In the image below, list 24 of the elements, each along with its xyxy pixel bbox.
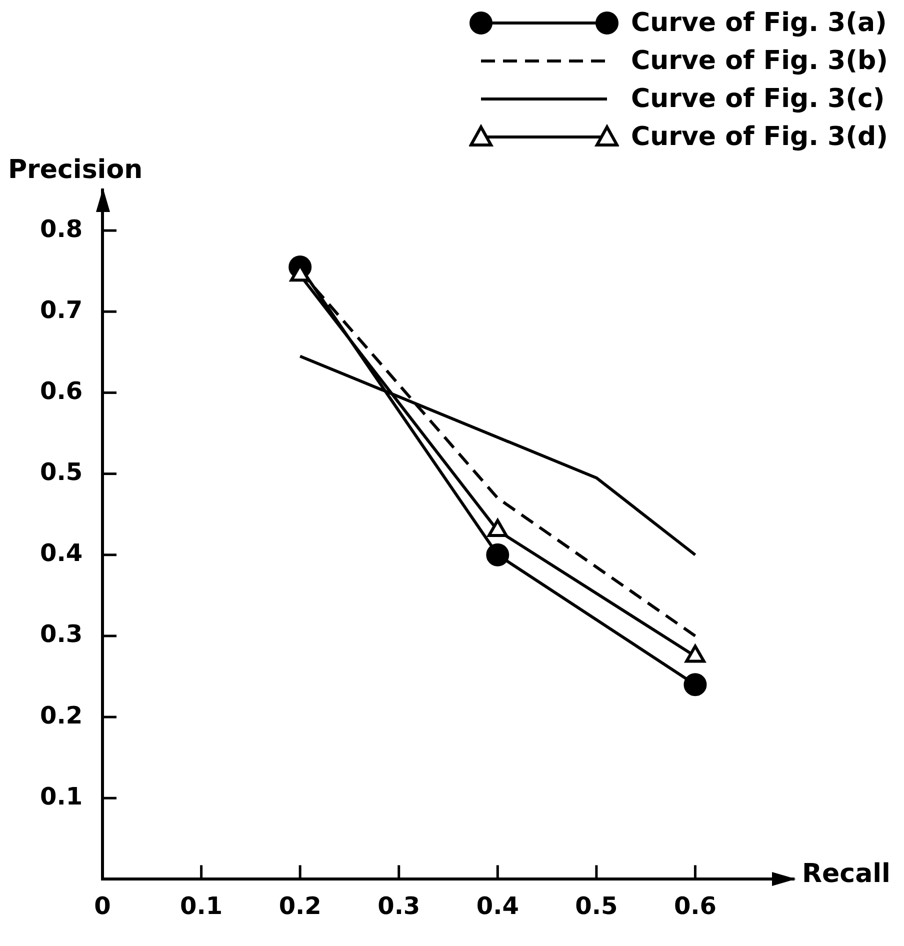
point: [487, 519, 508, 538]
y-tick-label: 0.3: [40, 620, 83, 648]
x-tick-label: 0.6: [674, 892, 716, 920]
y-tick-label: 0.8: [40, 214, 83, 243]
y-tick-label: 0.6: [40, 376, 83, 405]
point: [486, 543, 510, 566]
x-tick-label: 0.1: [180, 892, 223, 920]
y-tick-label: 0.1: [40, 782, 83, 810]
y-tick-label: 0.2: [40, 701, 83, 730]
y-axis-title: Precision: [8, 154, 143, 185]
point: [684, 673, 707, 696]
legend-label: Curve of Fig. 3(a): [631, 8, 887, 38]
legend-label: Curve of Fig. 3(d): [631, 122, 888, 152]
x-tick-label: 0.2: [278, 892, 322, 920]
legend-label: Curve of Fig. 3(c): [631, 84, 885, 114]
y-tick-label: 0.4: [40, 539, 83, 568]
y-tick-label: 0.7: [40, 296, 83, 324]
x-tick-label: 0.4: [476, 892, 519, 920]
x-axis-title: Recall: [802, 858, 890, 889]
legend-label: Curve of Fig. 3(b): [631, 46, 888, 76]
x-tick-label: 0: [94, 892, 111, 920]
x-tick-label: 0.5: [575, 892, 618, 920]
y-tick-label: 0.5: [40, 458, 83, 486]
x-tick-label: 0.3: [378, 892, 420, 920]
